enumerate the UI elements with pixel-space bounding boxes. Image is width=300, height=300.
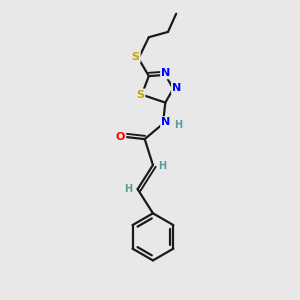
- Text: H: H: [158, 161, 166, 172]
- Text: S: S: [132, 52, 140, 62]
- Text: H: H: [124, 184, 132, 194]
- Text: S: S: [136, 90, 144, 100]
- Text: O: O: [116, 132, 125, 142]
- Text: N: N: [161, 117, 170, 127]
- Text: N: N: [172, 83, 182, 93]
- Text: N: N: [161, 68, 170, 78]
- Text: H: H: [174, 120, 182, 130]
